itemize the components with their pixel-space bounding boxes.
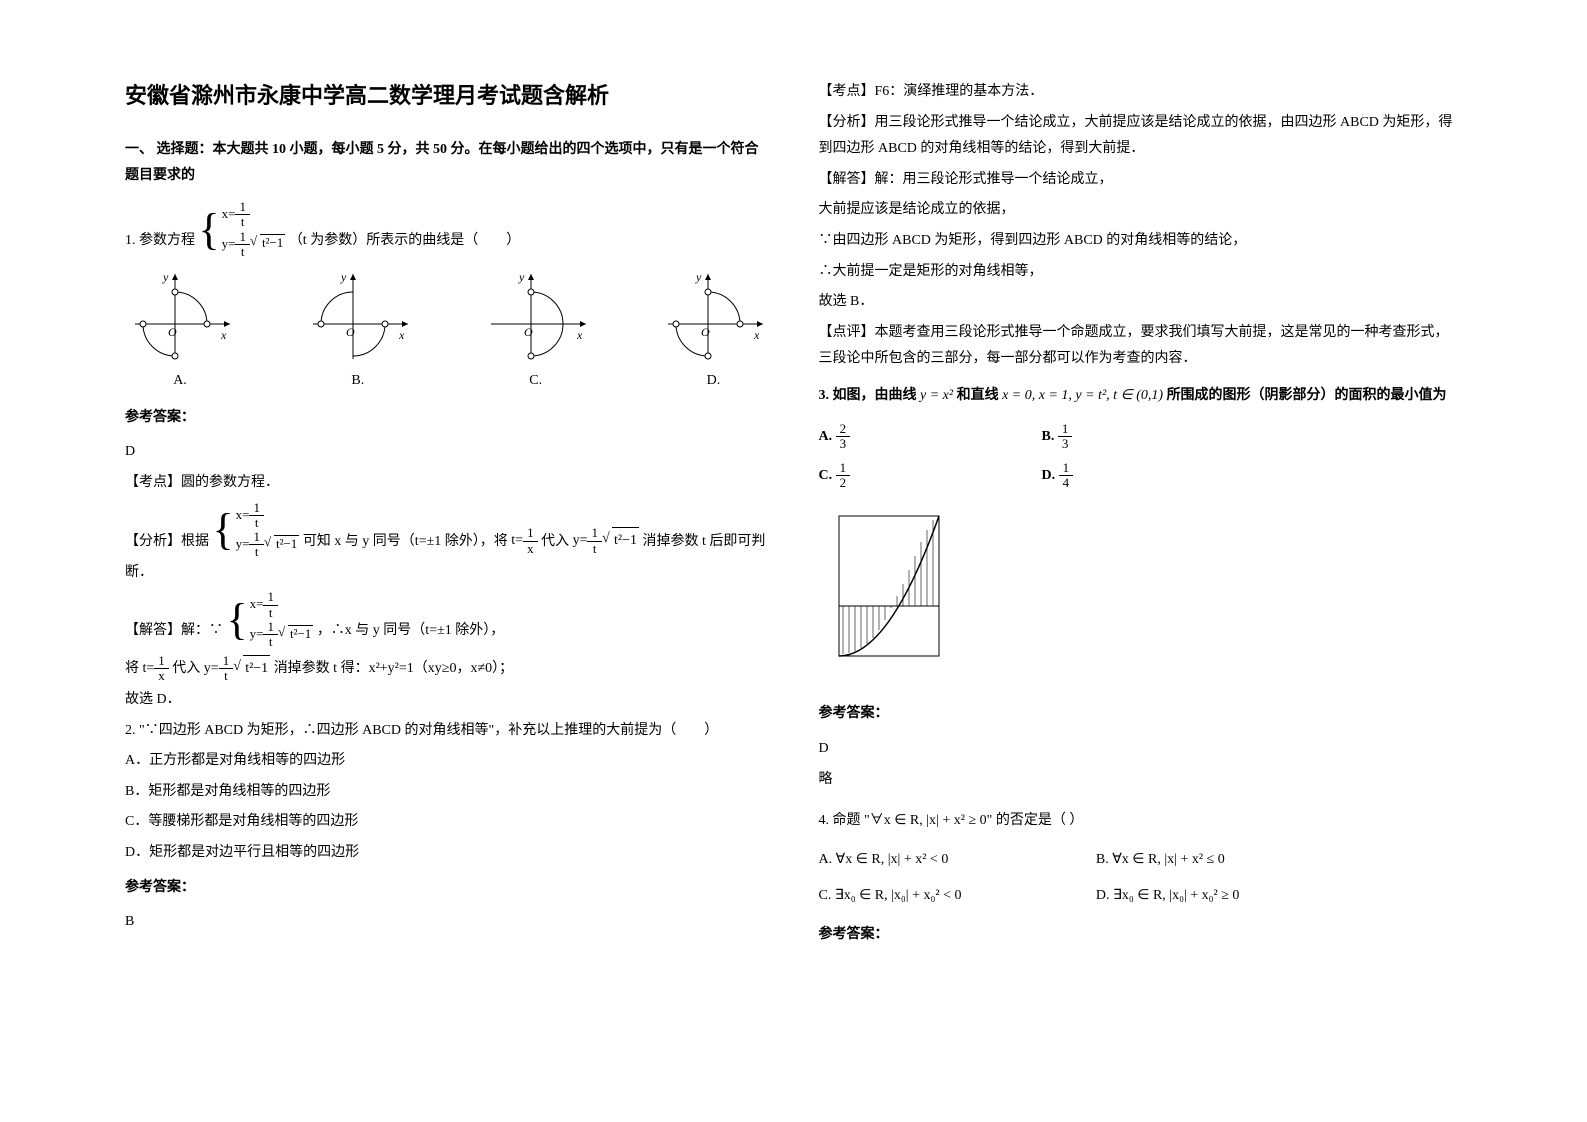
q1-jieda2-prefix: 将 (125, 661, 139, 676)
q4-opt-b: ∀x ∈ R, |x| + x² ≤ 0 (1112, 852, 1225, 867)
q3-opt-a-den: 3 (836, 437, 851, 451)
q2-stem: 2. "∵四边形 ABCD 为矩形，∴四边形 ABCD 的对角线相等"，补充以上… (125, 718, 769, 745)
q2-jieda3: ∵由四边形 ABCD 为矩形，得到四边形 ABCD 的对角线相等的结论， (819, 228, 1463, 255)
formula-x-lhs: x= (222, 206, 236, 221)
q4-opt-b-label: B. (1096, 852, 1109, 867)
svg-text:O: O (701, 325, 710, 339)
q4-opt-a: ∀x ∈ R, |x| + x² < 0 (836, 852, 949, 867)
page-title: 安徽省滁州市永康中学高二数学理月考试题含解析 (125, 75, 769, 117)
svg-text:x: x (220, 328, 227, 342)
svg-text:y: y (162, 270, 169, 284)
q3-opt-d-den: 4 (1059, 476, 1074, 490)
q2-jieda1: 【解答】解：用三段论形式推导一个结论成立， (819, 167, 1463, 194)
svg-text:O: O (524, 325, 533, 339)
q1-answer: D (125, 439, 769, 466)
formula-y-lhs: y= (222, 235, 236, 250)
q3-answer-heading: 参考答案： (819, 701, 1463, 728)
q1-jieda2: 将 t=1x 代入 y=1tt²−1 消掉参数 t 得：x²+y²=1（xy≥0… (125, 654, 769, 684)
q4-stem: 4. 命题 "∀x ∈ R, |x| + x² ≥ 0" 的否定是（ ） (819, 808, 1463, 835)
q3-opt-c-den: 2 (836, 476, 851, 490)
q4-stem-prefix: 4. 命题 " (819, 813, 870, 828)
svg-text:x: x (576, 328, 583, 342)
brace-icon: { (227, 600, 248, 640)
q3-opt-a-num: 2 (836, 422, 851, 437)
q1-jieda2-suffix: 消掉参数 t 得：x²+y²=1（xy≥0，x≠0）； (274, 661, 513, 676)
q1-stem: 1. 参数方程 { x=1t y=1tt²−1 （t 为参数）所表示的曲线是（ … (125, 200, 769, 259)
q4-opt-d: ∃x₀ ∈ R, |x₀| + x₀² ≥ 0 (1113, 888, 1239, 903)
option-a-label: A. (173, 368, 187, 395)
q3-opt-b-den: 3 (1058, 437, 1073, 451)
sqrt-expr: t²−1 (260, 234, 285, 251)
q3-stem-mid1: 和直线 (957, 388, 999, 403)
option-a-diagram: O x y (125, 269, 235, 364)
q1-jieda2-mid: 代入 (172, 661, 200, 676)
q3-options: A. 23 B. 13 C. 12 D. 14 (819, 422, 1205, 491)
q2-jieda5: 故选 B． (819, 289, 1463, 316)
q3-lue: 略 (819, 767, 1463, 794)
q4-opt-c: ∃x₀ ∈ R, |x₀| + x₀² < 0 (835, 888, 962, 903)
svg-text:O: O (346, 325, 355, 339)
option-c-label: C. (529, 368, 542, 395)
q4-stem-suffix: " 的否定是（ ） (987, 813, 1084, 828)
q1-diagram-row: O x y A. O x y B. (125, 269, 769, 395)
q3-opt-c-num: 1 (836, 461, 851, 476)
q2-answer-heading: 参考答案： (125, 875, 769, 902)
q3-opt-d-label: D. (1042, 468, 1056, 483)
svg-text:x: x (398, 328, 405, 342)
q2-jieda4: ∴大前提一定是矩形的对角线相等， (819, 259, 1463, 286)
q2-kaodian: 【考点】F6：演绎推理的基本方法． (819, 79, 1463, 106)
option-c-diagram: O x y (481, 269, 591, 364)
q4-prop: ∀x ∈ R, |x| + x² ≥ 0 (870, 813, 987, 828)
option-b-diagram: O x y (303, 269, 413, 364)
svg-text:x: x (753, 328, 760, 342)
q3-opt-d-num: 1 (1059, 461, 1074, 476)
q3-chart (819, 506, 1463, 687)
option-d-label: D. (707, 368, 721, 395)
q1-answer-heading: 参考答案： (125, 405, 769, 432)
svg-text:y: y (518, 270, 525, 284)
q1-fenxi-mid: 可知 x 与 y 同号（t=±1 除外），将 (303, 533, 508, 548)
brace-icon: { (213, 510, 234, 550)
q1-fenxi-sub1: 代入 (541, 533, 569, 548)
q2-opt-a: A．正方形都是对角线相等的四边形 (125, 748, 769, 775)
q2-fenxi: 【分析】用三段论形式推导一个结论成立，大前提应该是结论成立的依据，由四边形 AB… (819, 110, 1463, 163)
q2-opt-b: B．矩形都是对角线相等的四边形 (125, 779, 769, 806)
q1-jieda: 【解答】解：∵ { x=1t y=1tt²−1 ，∴x 与 y 同号（t=±1 … (125, 590, 769, 649)
q2-answer: B (125, 909, 769, 936)
origin-label: O (168, 325, 177, 339)
option-b-label: B. (351, 368, 364, 395)
q3-stem: 3. 如图，由曲线 y = x² 和直线 x = 0, x = 1, y = t… (819, 383, 1463, 410)
svg-text:y: y (340, 270, 347, 284)
q1-fenxi-prefix: 【分析】根据 (125, 533, 209, 548)
svg-text:y: y (695, 270, 702, 284)
q1-stem-suffix: （t 为参数）所表示的曲线是（ ） (289, 233, 520, 248)
section-heading: 一、 选择题：本大题共 10 小题，每小题 5 分，共 50 分。在每小题给出的… (125, 137, 769, 190)
q4-opt-c-label: C. (819, 888, 832, 903)
q1-jieda-prefix: 【解答】解：∵ (125, 623, 223, 638)
q3-opt-c-label: C. (819, 468, 833, 483)
q4-options: A. ∀x ∈ R, |x| + x² < 0 B. ∀x ∈ R, |x| +… (819, 847, 1334, 910)
q3-opt-b-num: 1 (1058, 422, 1073, 437)
q3-stem-suffix: 所围成的图形（阴影部分）的面积的最小值为 (1167, 388, 1447, 403)
q1-fenxi: 【分析】根据 { x=1t y=1tt²−1 可知 x 与 y 同号（t=±1 … (125, 501, 769, 587)
q3-opt-b-label: B. (1042, 429, 1055, 444)
q3-curve: y = x² (920, 388, 953, 403)
q1-kaodian: 【考点】圆的参数方程． (125, 470, 769, 497)
brace-icon: { (199, 210, 220, 250)
q2-opt-d: D．矩形都是对边平行且相等的四边形 (125, 840, 769, 867)
q2-opt-c: C．等腰梯形都是对角线相等的四边形 (125, 809, 769, 836)
option-d-diagram: O x y (658, 269, 768, 364)
q3-answer: D (819, 736, 1463, 763)
q4-opt-a-label: A. (819, 852, 833, 867)
q3-lines: x = 0, x = 1, y = t², t ∈ (0,1) (1002, 388, 1163, 403)
q2-jieda2: 大前提应该是结论成立的依据， (819, 197, 1463, 224)
q4-answer-heading: 参考答案： (819, 922, 1463, 949)
q4-opt-d-label: D. (1096, 888, 1110, 903)
q1-stem-prefix: 1. 参数方程 (125, 233, 195, 248)
q1-jieda3: 故选 D． (125, 687, 769, 714)
q1-jieda-mid: ，∴x 与 y 同号（t=±1 除外）， (317, 623, 504, 638)
q2-dianping: 【点评】本题考查用三段论形式推导一个命题成立，要求我们填写大前提，这是常见的一种… (819, 320, 1463, 373)
q3-opt-a-label: A. (819, 429, 833, 444)
q3-stem-prefix: 3. 如图，由曲线 (819, 388, 917, 403)
